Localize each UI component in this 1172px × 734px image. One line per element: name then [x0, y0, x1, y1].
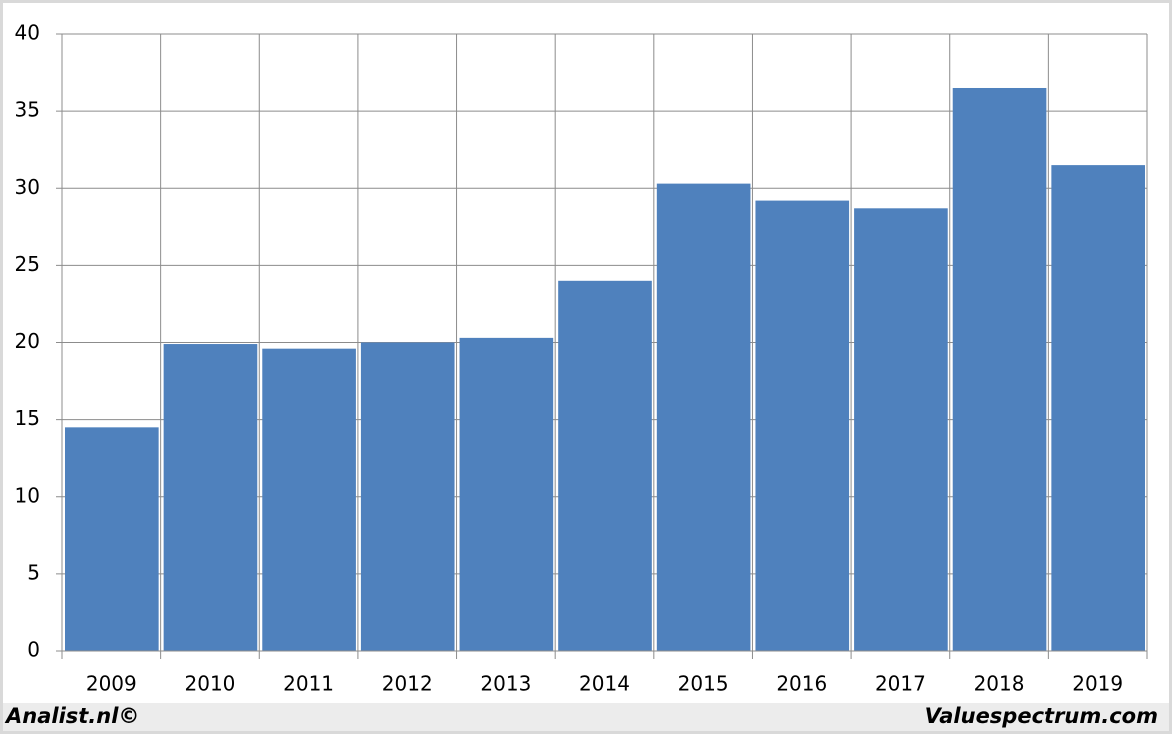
bar [952, 87, 1047, 652]
bar [854, 208, 948, 652]
x-tick-label: 2018 [974, 672, 1025, 696]
x-tick-label: 2010 [185, 672, 236, 696]
y-tick-label: 35 [15, 98, 40, 122]
credit-label: Valuespectrum.com [925, 704, 1158, 728]
bar [656, 183, 751, 651]
footer-band [3, 703, 1169, 731]
x-tick-label: 2011 [283, 672, 334, 696]
x-tick-label: 2009 [86, 672, 137, 696]
y-tick-label: 20 [15, 329, 40, 353]
y-tick-label: 30 [15, 175, 40, 199]
bar [558, 280, 652, 651]
x-tick-label: 2017 [875, 672, 926, 696]
y-tick-label: 15 [15, 406, 40, 430]
x-tick-label: 2012 [382, 672, 433, 696]
bar [755, 200, 850, 651]
y-tick-label: 40 [15, 21, 40, 45]
x-tick-label: 2014 [579, 672, 630, 696]
source-label: Analist.nl© [4, 704, 139, 728]
bar [163, 344, 258, 651]
x-tick-label: 2019 [1072, 672, 1123, 696]
x-tick-label: 2016 [776, 672, 827, 696]
bar [360, 342, 455, 651]
y-tick-label: 25 [15, 252, 40, 276]
y-tick-label: 5 [27, 560, 40, 584]
bar [1051, 165, 1145, 652]
y-tick-label: 0 [27, 638, 40, 662]
y-tick-label: 10 [15, 483, 40, 507]
x-tick-label: 2013 [480, 672, 531, 696]
x-tick-label: 2015 [678, 672, 729, 696]
bar [459, 337, 554, 651]
bar [65, 427, 159, 651]
bar [262, 348, 356, 651]
